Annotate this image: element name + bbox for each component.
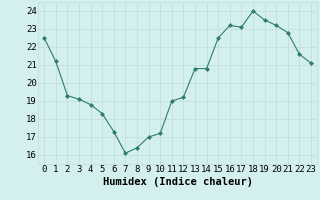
X-axis label: Humidex (Indice chaleur): Humidex (Indice chaleur) xyxy=(103,177,252,187)
